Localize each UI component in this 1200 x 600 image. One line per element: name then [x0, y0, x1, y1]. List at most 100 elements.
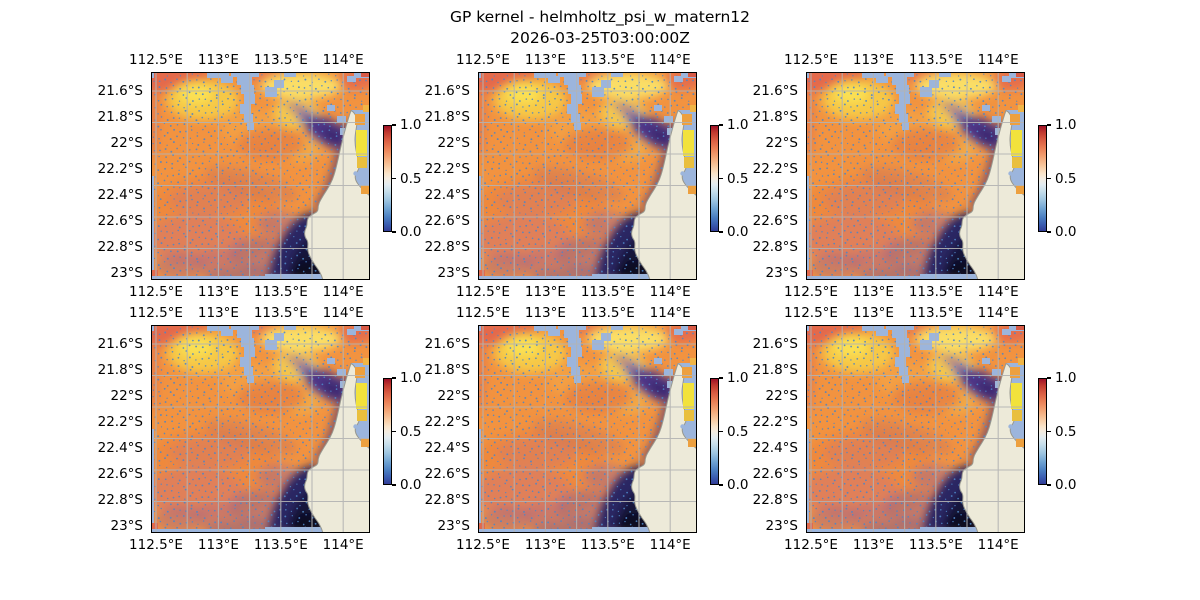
y-tick-label: 21.6°S: [424, 336, 470, 352]
map-canvas-row1-col1: [151, 72, 370, 280]
y-tick-label: 23°S: [765, 518, 799, 534]
colorbar: 1.0 0.5 0.0: [1038, 370, 1076, 493]
x-tick-label-top: 113°E: [197, 52, 239, 68]
x-tick-label-top: 113.5°E: [580, 305, 635, 321]
x-tick-label-top: 114°E: [649, 52, 691, 68]
x-tick-label-top: 112.5°E: [129, 305, 183, 321]
y-tick-label: 22.4°S: [424, 187, 470, 203]
x-tick-label-bottom: 112.5°E: [129, 284, 183, 300]
colorbar-tick: [392, 231, 396, 233]
colorbar-tick-label: 0.0: [727, 224, 749, 240]
y-tick-label: 22.8°S: [97, 492, 143, 508]
colorbar: 1.0 0.5 0.0: [710, 117, 748, 240]
x-tick-label-bottom: 114°E: [977, 284, 1019, 300]
x-tick-label-top: 113.5°E: [253, 305, 308, 321]
colorbar-tick: [719, 377, 723, 379]
y-tick-label: 22.6°S: [752, 466, 798, 482]
y-tick-label: 22.4°S: [97, 440, 143, 456]
colorbar-tick: [392, 124, 396, 126]
colorbar-tick-label: 0.5: [727, 423, 749, 440]
y-tick-label: 22.6°S: [752, 213, 798, 229]
y-tick-label: 22.2°S: [424, 161, 470, 177]
x-tick-label-bottom: 112.5°E: [456, 537, 510, 553]
x-tick-label-bottom: 112.5°E: [784, 537, 838, 553]
x-tick-label-bottom: 114°E: [649, 537, 691, 553]
y-tick-label: 22°S: [437, 135, 471, 151]
x-tick-label-bottom: 113°E: [852, 537, 894, 553]
x-tick-label-top: 113°E: [524, 52, 566, 68]
y-tick-label: 22.8°S: [752, 492, 798, 508]
y-tick-label: 22°S: [110, 135, 144, 151]
colorbar: 1.0 0.5 0.0: [1038, 117, 1076, 240]
y-tick-label: 23°S: [110, 265, 144, 281]
x-tick-label-top: 114°E: [977, 52, 1019, 68]
y-tick-label: 22.4°S: [424, 440, 470, 456]
colorbar-tick: [719, 430, 723, 432]
colorbar-tick: [392, 377, 396, 379]
x-tick-label-top: 113.5°E: [908, 52, 963, 68]
x-tick-label-bottom: 113°E: [524, 284, 566, 300]
colorbar: 1.0 0.5 0.0: [710, 370, 748, 493]
y-tick-label: 23°S: [437, 518, 471, 534]
y-tick-label: 21.8°S: [424, 362, 470, 378]
x-tick-label-top: 114°E: [322, 305, 364, 321]
colorbar-tick: [719, 177, 723, 179]
y-tick-label: 21.8°S: [752, 109, 798, 125]
x-tick-label-bottom: 112.5°E: [129, 537, 183, 553]
colorbar-tick-label: 0.0: [1055, 224, 1077, 240]
y-tick-label: 22.8°S: [424, 239, 470, 255]
x-tick-label-top: 112.5°E: [129, 52, 183, 68]
x-tick-label-top: 112.5°E: [456, 52, 510, 68]
figure-title: GP kernel - helmholtz_psi_w_matern12: [449, 8, 751, 26]
y-tick-label: 21.6°S: [424, 83, 470, 99]
colorbar-tick: [719, 231, 723, 233]
colorbar-tick-label: 0.5: [400, 423, 422, 440]
y-tick-label: 22.2°S: [97, 414, 143, 430]
colorbar-tick-label: 0.0: [400, 224, 422, 240]
y-tick-label: 22.6°S: [424, 466, 470, 482]
y-tick-label: 22.2°S: [752, 414, 798, 430]
y-tick-label: 22.4°S: [752, 440, 798, 456]
colorbar-tick-label: 0.5: [1055, 423, 1077, 440]
x-tick-label-bottom: 114°E: [977, 537, 1019, 553]
colorbar-tick-label: 1.0: [727, 117, 749, 133]
colorbar-tick-label: 1.0: [1055, 117, 1077, 133]
colorbar-tick: [1047, 177, 1051, 179]
x-tick-label-bottom: 114°E: [322, 537, 364, 553]
colorbar-tick-label: 1.0: [727, 370, 749, 386]
y-tick-label: 21.8°S: [97, 362, 143, 378]
colorbar-tick: [719, 484, 723, 486]
y-tick-label: 21.8°S: [752, 362, 798, 378]
x-tick-label-top: 112.5°E: [784, 305, 838, 321]
x-tick-label-bottom: 113.5°E: [908, 537, 963, 553]
map-canvas-row2-col3: [806, 325, 1025, 533]
colorbar-gradient: [383, 378, 392, 485]
x-tick-label-top: 114°E: [977, 305, 1019, 321]
figure-subtitle: 2026-03-25T03:00:00Z: [510, 29, 690, 47]
x-tick-label-bottom: 112.5°E: [456, 284, 510, 300]
y-tick-label: 22.2°S: [752, 161, 798, 177]
y-tick-label: 21.6°S: [97, 336, 143, 352]
y-tick-label: 22.6°S: [97, 213, 143, 229]
x-tick-label-bottom: 114°E: [649, 284, 691, 300]
x-tick-label-top: 114°E: [322, 52, 364, 68]
colorbar-tick-label: 0.0: [400, 477, 422, 493]
subplot-row2-col1: 112.5°E 112.5°E 113°E 113°E 113.5°E 113.5°E 11…: [98, 305, 422, 553]
colorbar-tick: [719, 124, 723, 126]
x-tick-label-bottom: 113.5°E: [908, 284, 963, 300]
x-tick-label-top: 112.5°E: [456, 305, 510, 321]
y-tick-label: 22.4°S: [752, 187, 798, 203]
x-tick-label-bottom: 112.5°E: [784, 284, 838, 300]
colorbar-tick-label: 0.5: [400, 170, 422, 187]
y-tick-label: 22.8°S: [424, 492, 470, 508]
x-tick-label-bottom: 113.5°E: [253, 284, 308, 300]
colorbar-tick-label: 1.0: [400, 117, 422, 133]
subplot-row2-col2: 112.5°E 112.5°E 113°E 113°E 113.5°E 113.5°E 11…: [425, 305, 749, 553]
x-tick-label-bottom: 113°E: [197, 284, 239, 300]
y-tick-label: 22.4°S: [97, 187, 143, 203]
y-tick-label: 22°S: [765, 135, 799, 151]
colorbar: 1.0 0.5 0.0: [383, 117, 421, 240]
y-tick-label: 22°S: [110, 388, 144, 404]
colorbar-tick-label: 1.0: [400, 370, 422, 386]
